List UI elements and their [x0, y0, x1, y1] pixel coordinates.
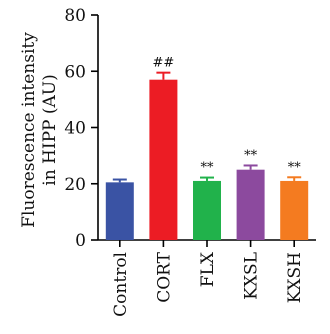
y-ticks: 0 20 40 60 80 [64, 6, 98, 251]
y-axis-label-line-2: in HIPP (AU) [40, 74, 60, 185]
significance-annotations: ## ** ** ** [153, 56, 302, 176]
x-tick-label-control: Control [111, 252, 131, 317]
y-tick-label: 80 [64, 6, 86, 26]
x-tick-label-flx: FLX [198, 251, 218, 287]
significance-mark-cort: ## [153, 56, 175, 71]
bars [105, 79, 309, 240]
bar-flx [193, 180, 221, 240]
bar-kxsh [280, 180, 309, 240]
x-tick-label-kxsh: KXSH [285, 252, 305, 303]
significance-mark-kxsl: ** [244, 148, 258, 163]
bar-control [105, 182, 134, 240]
y-axis-label-line-1: Fluorescence intensity [19, 32, 39, 228]
x-tick-labels: Control CORT FLX KXSL KXSH [111, 240, 305, 317]
y-axis-label: Fluorescence intensity in HIPP (AU) [19, 32, 60, 228]
significance-mark-kxsh: ** [288, 160, 302, 175]
bar-cort [149, 79, 178, 240]
x-tick-label-kxsl: KXSL [242, 252, 262, 300]
y-tick-label: 0 [75, 231, 86, 251]
error-bars [112, 71, 302, 183]
bar-kxsl [236, 169, 265, 240]
x-tick-label-cort: CORT [154, 251, 174, 302]
y-tick-label: 60 [64, 62, 86, 82]
y-tick-label: 20 [64, 175, 86, 195]
significance-mark-flx: ** [201, 161, 215, 176]
y-tick-label: 40 [64, 119, 86, 139]
